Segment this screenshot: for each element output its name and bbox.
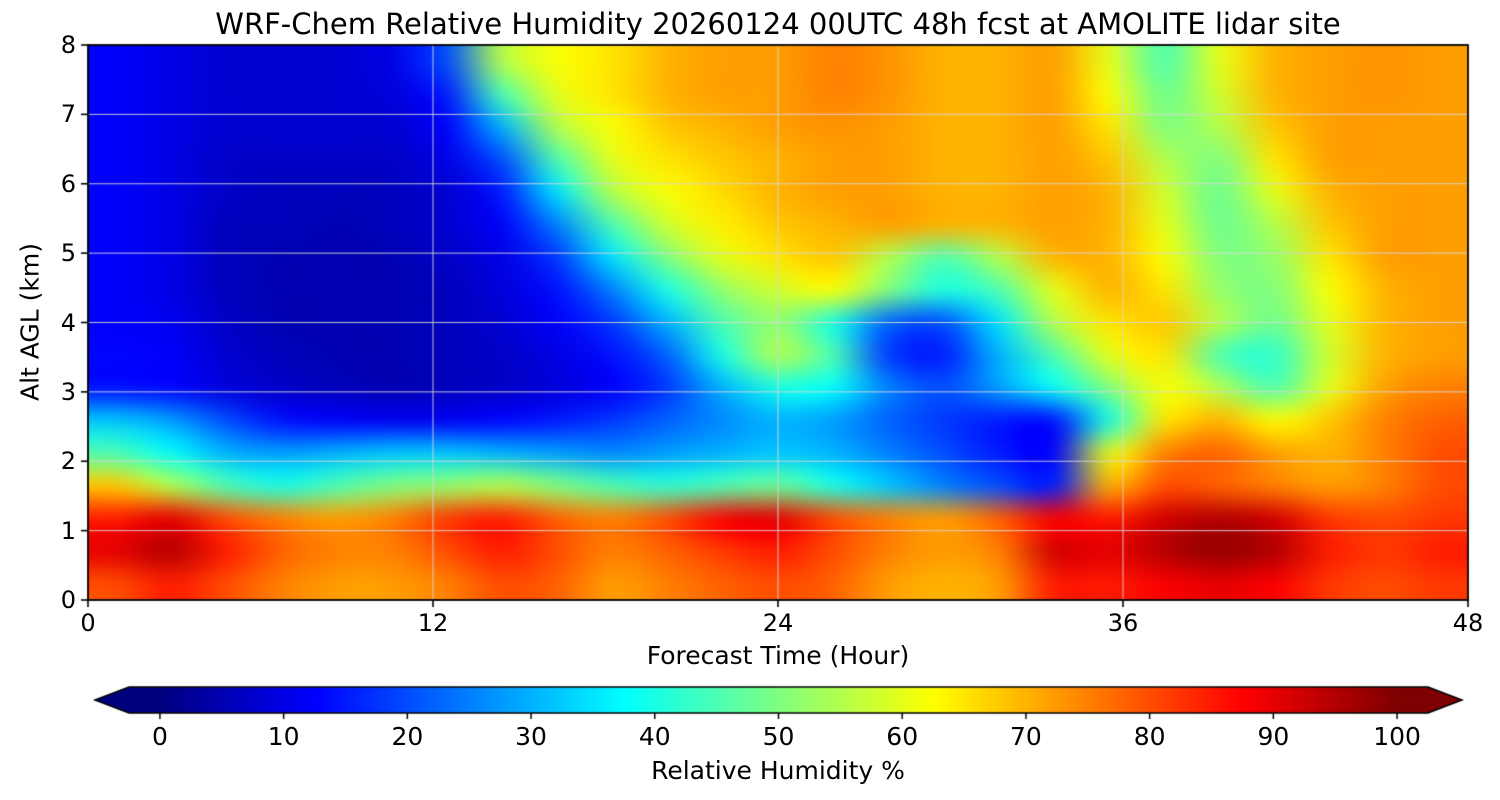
- colorbar-tick-label: 40: [638, 722, 671, 751]
- y-tick-label: 5: [60, 239, 76, 268]
- x-tick-label: 36: [1107, 609, 1139, 637]
- chart-title: WRF-Chem Relative Humidity 20260124 00UT…: [215, 7, 1341, 41]
- colorbar-tick-label: 70: [1010, 722, 1042, 751]
- x-tick-label: 12: [417, 609, 449, 637]
- colorbar-tick-label: 20: [391, 722, 424, 751]
- colorbar-tick-label: 100: [1373, 722, 1421, 751]
- colorbar-tick-label: 60: [886, 722, 919, 751]
- colorbar-tick-label: 80: [1133, 722, 1166, 751]
- colorbar-label: Relative Humidity %: [651, 756, 905, 785]
- colorbar-tick-label: 0: [151, 722, 168, 751]
- colorbar-tick-label: 90: [1257, 722, 1290, 751]
- y-tick-label: 7: [60, 100, 76, 129]
- y-tick-label: 3: [60, 377, 76, 406]
- y-tick-label: 1: [60, 516, 76, 545]
- x-axis-label: Forecast Time (Hour): [646, 641, 910, 670]
- y-tick-label: 2: [60, 447, 76, 476]
- y-tick-label: 4: [60, 308, 76, 337]
- y-tick-label: 8: [60, 31, 76, 59]
- y-tick-label: 0: [60, 586, 76, 614]
- colorbar-tick-label: 50: [762, 722, 795, 751]
- colorbar-tick-label: 30: [515, 722, 547, 751]
- x-tick-label: 48: [1452, 609, 1484, 637]
- y-tick-label: 6: [60, 169, 76, 198]
- colorbar-tick-label: 10: [267, 722, 300, 751]
- x-tick-label: 0: [80, 609, 96, 637]
- x-tick-label: 24: [762, 609, 794, 637]
